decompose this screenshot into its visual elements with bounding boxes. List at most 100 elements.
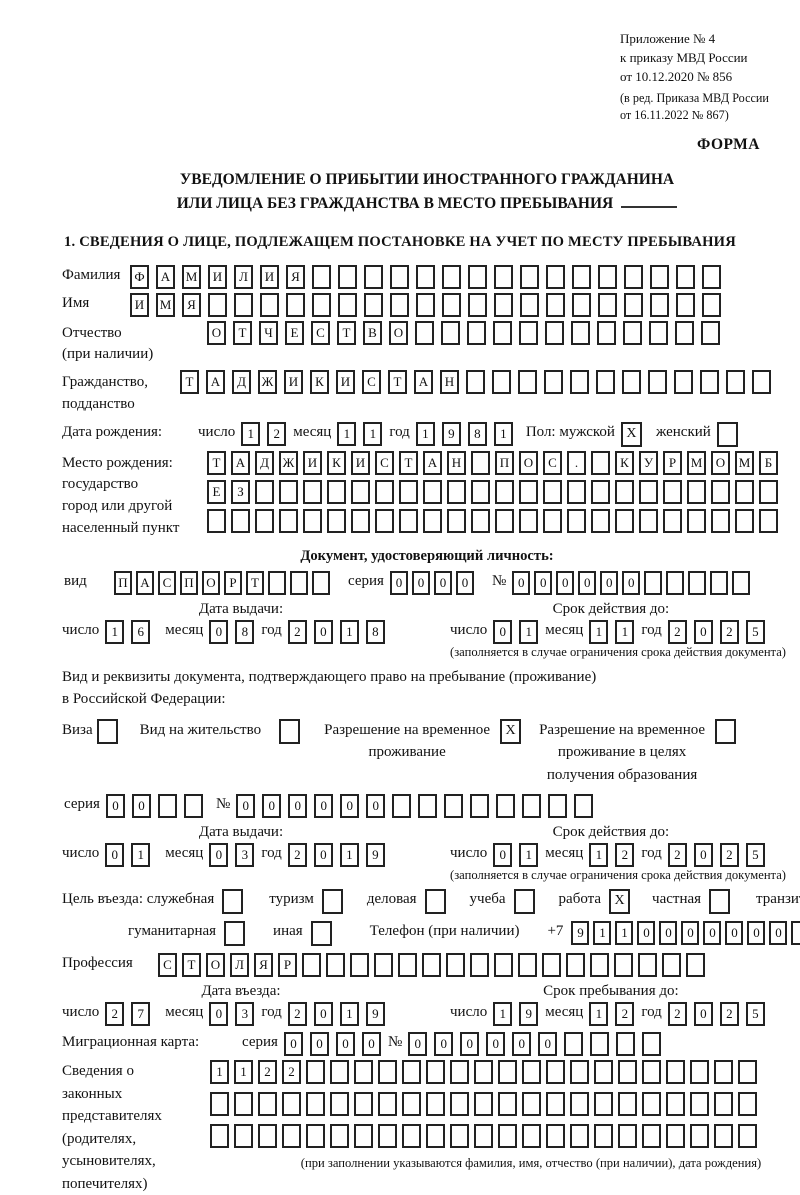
char-cell-empty[interactable]	[255, 508, 274, 533]
char-cell-filled[interactable]: И	[351, 450, 370, 475]
char-cell-filled[interactable]: 0	[600, 570, 619, 595]
char-cell-empty[interactable]	[616, 1032, 636, 1057]
char-cell-filled[interactable]: Р	[278, 953, 297, 978]
char-cell-filled[interactable]: 2	[258, 1060, 277, 1085]
char-cell-empty[interactable]	[96, 718, 118, 744]
char-cell-empty[interactable]	[666, 1124, 685, 1149]
char-cell-empty[interactable]	[759, 508, 778, 533]
char-cell-empty[interactable]	[666, 570, 685, 595]
char-cell-empty[interactable]	[418, 794, 438, 819]
char-cell-filled[interactable]: Ч	[259, 320, 278, 345]
char-cell-empty[interactable]	[622, 370, 641, 395]
char-cell-filled[interactable]: А	[414, 370, 433, 395]
char-cell-filled[interactable]: 0	[313, 843, 333, 868]
char-cell-empty[interactable]	[468, 264, 487, 289]
char-cell-empty[interactable]	[471, 479, 490, 504]
char-cell-filled[interactable]: 0	[283, 1032, 303, 1057]
char-cell-filled[interactable]: 0	[534, 570, 553, 595]
char-cell-empty[interactable]	[441, 320, 460, 345]
char-cell-filled[interactable]: 0	[105, 794, 125, 819]
char-cell-empty[interactable]	[666, 1060, 685, 1085]
char-cell-filled[interactable]: Д	[232, 370, 251, 395]
char-cell-empty[interactable]	[207, 508, 226, 533]
char-cell-filled[interactable]: 0	[693, 1002, 713, 1027]
char-cell-filled[interactable]: 0	[131, 794, 151, 819]
char-cell-filled[interactable]: 0	[262, 794, 282, 819]
char-cell-filled[interactable]: Я	[254, 953, 273, 978]
char-cell-empty[interactable]	[518, 953, 537, 978]
char-cell-empty[interactable]	[648, 370, 667, 395]
char-cell-empty[interactable]	[687, 508, 706, 533]
char-cell-filled[interactable]: 5	[745, 619, 765, 644]
char-cell-empty[interactable]	[522, 794, 542, 819]
char-cell-empty[interactable]	[574, 794, 594, 819]
char-cell-filled[interactable]: .	[567, 450, 586, 475]
char-cell-filled[interactable]: З	[231, 479, 250, 504]
char-cell-empty[interactable]	[738, 1092, 757, 1117]
char-cell-filled[interactable]: 1	[415, 421, 435, 446]
char-cell-empty[interactable]	[650, 264, 669, 289]
char-cell-filled[interactable]: В	[363, 320, 382, 345]
char-cell-empty[interactable]	[639, 508, 658, 533]
char-cell-filled[interactable]: Т	[207, 450, 226, 475]
char-cell-filled[interactable]: 0	[622, 570, 641, 595]
char-cell-empty[interactable]	[446, 953, 465, 978]
char-cell-filled[interactable]: Е	[207, 479, 226, 504]
char-cell-empty[interactable]	[471, 450, 490, 475]
char-cell-empty[interactable]	[390, 292, 409, 317]
char-cell-empty[interactable]	[354, 1060, 373, 1085]
char-cell-filled[interactable]: Ф	[130, 264, 149, 289]
char-cell-empty[interactable]	[290, 570, 308, 595]
char-cell-empty[interactable]	[642, 1124, 661, 1149]
char-cell-empty[interactable]	[374, 953, 393, 978]
char-cell-empty[interactable]	[286, 292, 305, 317]
char-cell-empty[interactable]	[676, 292, 695, 317]
char-cell-filled[interactable]: 2	[719, 843, 739, 868]
char-cell-empty[interactable]	[615, 479, 634, 504]
char-cell-empty[interactable]	[415, 320, 434, 345]
char-cell-filled[interactable]: С	[375, 450, 394, 475]
char-cell-empty[interactable]	[649, 320, 668, 345]
char-cell-filled[interactable]: Т	[180, 370, 199, 395]
char-cell-empty[interactable]	[735, 479, 754, 504]
char-cell-empty[interactable]	[571, 320, 590, 345]
char-cell-filled[interactable]: 2	[287, 619, 307, 644]
char-cell-empty[interactable]	[330, 1060, 349, 1085]
char-cell-empty[interactable]	[545, 320, 564, 345]
char-cell-empty[interactable]	[590, 1032, 610, 1057]
char-cell-empty[interactable]	[444, 794, 464, 819]
char-cell-filled[interactable]: 0	[747, 921, 766, 946]
char-cell-empty[interactable]	[546, 1060, 565, 1085]
char-cell-empty[interactable]	[674, 370, 693, 395]
char-cell-filled[interactable]: 1	[493, 1002, 513, 1027]
char-cell-filled[interactable]: 0	[340, 794, 360, 819]
char-cell-empty[interactable]	[498, 1092, 517, 1117]
char-cell-empty[interactable]	[642, 1032, 662, 1057]
char-cell-empty[interactable]	[442, 264, 461, 289]
char-cell-empty[interactable]	[495, 479, 514, 504]
char-cell-filled[interactable]: Н	[440, 370, 459, 395]
char-cell-filled[interactable]: 2	[667, 619, 687, 644]
char-cell-filled[interactable]: Д	[255, 450, 274, 475]
char-cell-empty[interactable]	[518, 370, 537, 395]
char-cell-empty[interactable]	[326, 953, 345, 978]
char-cell-empty[interactable]	[686, 953, 705, 978]
char-cell-filled[interactable]: И	[260, 264, 279, 289]
char-cell-empty[interactable]	[543, 479, 562, 504]
char-cell-filled[interactable]: М	[687, 450, 706, 475]
char-cell-filled[interactable]: 2	[719, 619, 739, 644]
char-cell-filled[interactable]: 2	[267, 421, 287, 446]
char-cell-empty[interactable]	[572, 292, 591, 317]
char-cell-empty[interactable]	[423, 508, 442, 533]
char-cell-empty[interactable]	[615, 508, 634, 533]
char-cell-empty[interactable]	[548, 794, 568, 819]
char-cell-empty[interactable]	[663, 479, 682, 504]
char-cell-empty[interactable]	[282, 1092, 301, 1117]
char-cell-filled[interactable]: С	[362, 370, 381, 395]
char-cell-filled[interactable]: Я	[182, 292, 201, 317]
char-cell-filled[interactable]: 2	[282, 1060, 301, 1085]
char-cell-empty[interactable]	[519, 320, 538, 345]
char-cell-filled[interactable]: 0	[512, 1032, 532, 1057]
char-cell-empty[interactable]	[312, 264, 331, 289]
char-cell-empty[interactable]	[714, 1092, 733, 1117]
